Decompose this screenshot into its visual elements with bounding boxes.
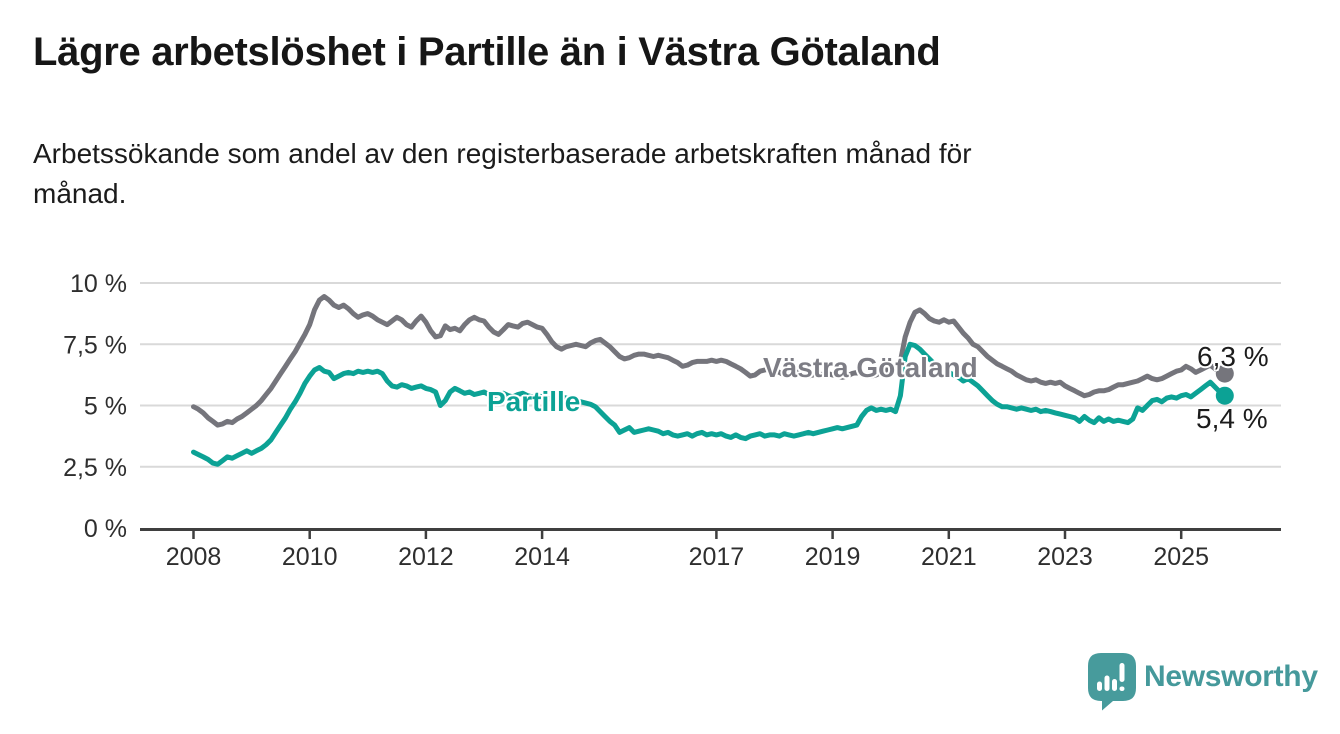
y-axis-label: 10 % bbox=[70, 270, 127, 298]
x-axis-label: 2025 bbox=[1153, 543, 1209, 571]
series-end-dot-vastra-gotaland bbox=[1215, 364, 1234, 383]
y-axis-label: 2,5 % bbox=[63, 454, 127, 482]
end-value-label-vastra-gotaland: 6,3 % bbox=[1197, 341, 1269, 372]
end-value-label-partille: 5,4 % bbox=[1196, 403, 1268, 434]
newsworthy-logo-icon bbox=[1088, 653, 1136, 711]
x-axis-label: 2019 bbox=[805, 543, 861, 571]
x-axis-label: 2008 bbox=[166, 543, 222, 571]
series-line-partille bbox=[191, 341, 1228, 467]
newsworthy-logo-text: Newsworthy bbox=[1144, 660, 1318, 693]
series-line-vastra-gotaland bbox=[191, 294, 1228, 428]
series-label-vastra-gotaland: Västra Götaland bbox=[763, 352, 978, 383]
x-axis-label: 2021 bbox=[921, 543, 977, 571]
series-end-dot-partille bbox=[1215, 386, 1234, 405]
x-axis-label: 2017 bbox=[689, 543, 745, 571]
x-axis-label: 2023 bbox=[1037, 543, 1093, 571]
x-axis-label: 2010 bbox=[282, 543, 338, 571]
x-axis-label: 2014 bbox=[514, 543, 570, 571]
subtitle-line-1: Arbetssökande som andel av den registerb… bbox=[33, 138, 972, 169]
series-label-partille: Partille bbox=[487, 386, 581, 417]
y-axis-label: 0 % bbox=[84, 515, 127, 543]
x-axis-label: 2012 bbox=[398, 543, 454, 571]
newsworthy-logo: Newsworthy bbox=[1088, 653, 1318, 711]
subtitle-line-2: månad. bbox=[33, 178, 127, 209]
page-title: Lägre arbetslöshet i Partille än i Västr… bbox=[33, 30, 941, 74]
y-axis-label: 7,5 % bbox=[63, 331, 127, 359]
y-axis-label: 5 % bbox=[84, 393, 127, 421]
chart-subtitle: Arbetssökande som andel av den registerb… bbox=[33, 134, 1293, 214]
